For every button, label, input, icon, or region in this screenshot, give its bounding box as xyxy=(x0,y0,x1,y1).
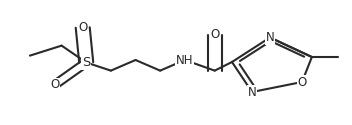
Text: S: S xyxy=(82,56,90,69)
Text: O: O xyxy=(78,21,87,34)
Text: NH: NH xyxy=(176,54,194,66)
Text: O: O xyxy=(297,76,307,88)
Text: N: N xyxy=(266,31,274,44)
Text: O: O xyxy=(50,78,59,92)
Text: O: O xyxy=(210,28,219,42)
Text: N: N xyxy=(248,86,256,98)
